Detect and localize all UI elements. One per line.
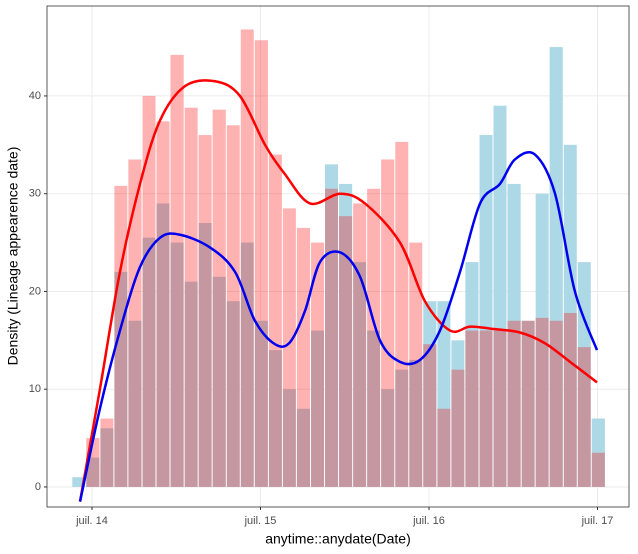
bar xyxy=(423,301,437,487)
bar xyxy=(507,320,521,487)
bar xyxy=(226,301,240,487)
x-axis-label: anytime::anydate(Date) xyxy=(265,531,411,547)
bar xyxy=(268,154,282,487)
bar xyxy=(100,428,114,487)
bar xyxy=(156,203,170,487)
bar xyxy=(339,216,353,487)
x-tick-label: juil. 17 xyxy=(581,515,614,527)
bar xyxy=(563,144,577,487)
bar xyxy=(114,185,128,487)
bar xyxy=(254,40,268,487)
bar xyxy=(240,242,254,487)
y-tick-label: 20 xyxy=(29,285,41,297)
bar xyxy=(184,281,198,487)
bar xyxy=(591,452,605,487)
bar xyxy=(493,330,507,487)
bar xyxy=(311,242,325,487)
bar xyxy=(170,242,184,487)
bar xyxy=(465,330,479,487)
bar xyxy=(353,203,367,487)
bar xyxy=(409,242,423,487)
bar xyxy=(395,369,409,487)
bar xyxy=(142,95,156,487)
bar xyxy=(296,227,311,487)
bar xyxy=(311,330,325,487)
bar xyxy=(367,330,381,487)
bar xyxy=(437,408,451,487)
bar xyxy=(156,121,170,487)
bar xyxy=(198,135,212,487)
bar xyxy=(128,159,142,487)
bar xyxy=(451,369,465,487)
y-tick-label: 10 xyxy=(29,383,41,395)
bar xyxy=(142,237,156,487)
bar xyxy=(381,389,395,487)
density-line xyxy=(78,79,598,502)
bar xyxy=(282,208,296,487)
bar xyxy=(381,159,395,487)
bar xyxy=(170,54,184,487)
bar xyxy=(114,271,128,487)
bar xyxy=(325,164,339,487)
bar xyxy=(591,418,605,487)
bar xyxy=(325,188,339,487)
bar xyxy=(437,301,451,487)
bar xyxy=(367,188,381,487)
bar xyxy=(423,344,437,487)
bar xyxy=(268,350,282,487)
x-tick-label: juil. 15 xyxy=(244,515,277,527)
y-tick-label: 40 xyxy=(29,90,41,102)
bar xyxy=(184,107,198,487)
bar xyxy=(549,320,563,487)
bar xyxy=(212,109,226,487)
y-tick-label: 0 xyxy=(35,481,41,493)
bar xyxy=(465,262,479,487)
bar xyxy=(493,105,507,487)
density-line xyxy=(78,151,599,502)
bar xyxy=(549,47,563,487)
panel-border xyxy=(46,5,630,508)
x-tick-label: juil. 16 xyxy=(412,515,445,527)
bar xyxy=(254,320,268,487)
x-tick-label: juil. 14 xyxy=(75,515,108,527)
bar xyxy=(577,262,591,487)
bar xyxy=(535,317,549,487)
y-tick-label: 30 xyxy=(29,188,41,200)
bar xyxy=(86,457,100,487)
bar xyxy=(198,223,212,487)
bar xyxy=(296,408,311,487)
bar xyxy=(226,125,240,487)
bar xyxy=(353,262,367,487)
bar xyxy=(128,320,142,487)
bar xyxy=(507,183,521,487)
bar xyxy=(282,389,296,487)
bar xyxy=(72,477,86,487)
bar xyxy=(212,276,226,487)
bar xyxy=(100,418,114,487)
y-axis-label: Density (Lineage appearence date) xyxy=(5,147,21,366)
bar xyxy=(479,330,493,487)
bar xyxy=(479,135,493,487)
bar xyxy=(563,312,577,487)
bar xyxy=(577,347,591,487)
bar xyxy=(240,29,254,487)
bar xyxy=(395,141,409,487)
bar xyxy=(521,320,535,487)
bar xyxy=(451,340,465,487)
bar xyxy=(409,359,423,487)
bar xyxy=(521,320,535,487)
